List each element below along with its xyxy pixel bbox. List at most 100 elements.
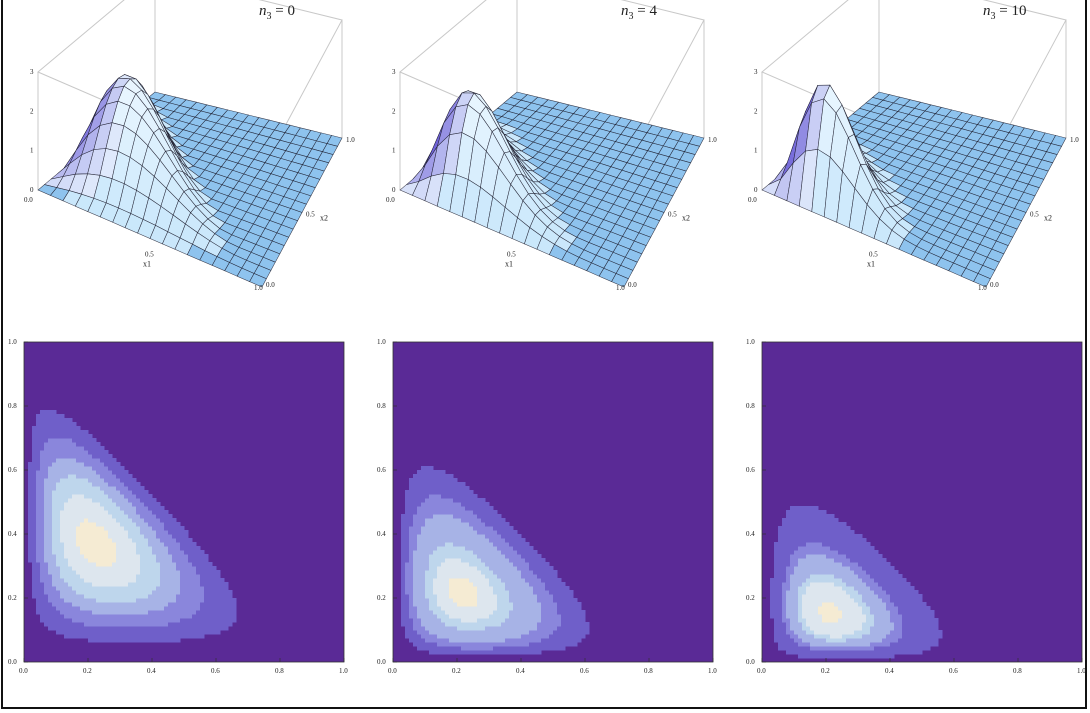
contour-cell <box>545 626 550 631</box>
z-tick-label: 0 <box>754 186 758 194</box>
contour-cell <box>32 494 37 499</box>
contour-cell <box>810 574 815 579</box>
contour-cell <box>92 566 97 571</box>
contour-cell <box>84 634 89 639</box>
contour-cell <box>425 506 430 511</box>
contour-cell <box>52 582 57 587</box>
z-tick-label: 2 <box>754 107 758 115</box>
contour-cell <box>88 562 93 567</box>
contour-cell <box>449 582 454 587</box>
contour-cell <box>469 498 474 503</box>
contour-cell <box>425 470 430 475</box>
contour-cell <box>565 598 570 603</box>
contour-cell <box>529 634 534 639</box>
contour-cell <box>212 578 217 583</box>
contour-cell <box>52 506 57 511</box>
contour-cell <box>136 622 141 627</box>
contour-cell <box>421 614 426 619</box>
contour-cell <box>577 626 582 631</box>
contour-cell <box>168 622 173 627</box>
contour-cell <box>104 474 109 479</box>
contour-cell <box>469 610 474 615</box>
contour-cell <box>501 602 506 607</box>
contour-cell <box>401 514 406 519</box>
contour-cell <box>76 602 81 607</box>
contour-cell <box>814 598 819 603</box>
contour-cell <box>44 538 49 543</box>
contour-cell <box>44 490 49 495</box>
contour-cell <box>433 614 438 619</box>
contour-cell <box>437 578 442 583</box>
contour-cell <box>128 542 133 547</box>
contour-cell <box>140 506 145 511</box>
contour-cell <box>521 542 526 547</box>
contour-cell <box>449 510 454 515</box>
contour-cell <box>128 494 133 499</box>
contour-cell <box>561 642 566 647</box>
contour-cell <box>92 506 97 511</box>
contour-cell <box>433 610 438 615</box>
contour-cell <box>40 494 45 499</box>
contour-cell <box>56 498 61 503</box>
contour-cell <box>798 626 803 631</box>
contour-cell <box>453 522 458 527</box>
contour-cell <box>806 622 811 627</box>
contour-cell <box>501 530 506 535</box>
contour-cell <box>465 534 470 539</box>
contour-cell <box>80 570 85 575</box>
contour-cell <box>88 634 93 639</box>
contour-cell <box>453 574 458 579</box>
contour-cell <box>429 626 434 631</box>
contour-cell <box>425 526 430 531</box>
contour-cell <box>32 490 37 495</box>
contour-cell <box>84 466 89 471</box>
contour-cell <box>144 530 149 535</box>
contour-cell <box>794 646 799 651</box>
contour-cell <box>232 618 237 623</box>
contour-cell <box>417 534 422 539</box>
contour-cell <box>481 562 486 567</box>
contour-cell <box>782 582 787 587</box>
contour-cell <box>537 618 542 623</box>
contour-cell <box>786 646 791 651</box>
contour-cell <box>216 578 221 583</box>
contour-cell <box>461 646 466 651</box>
contour-cell <box>425 638 430 643</box>
contour-cell <box>92 626 97 631</box>
contour-cell <box>40 610 45 615</box>
contour-cell <box>120 578 125 583</box>
contour-cell <box>172 554 177 559</box>
contour-cell <box>437 582 442 587</box>
contour-cell <box>449 642 454 647</box>
contour-cell <box>212 610 217 615</box>
contour-cell <box>92 514 97 519</box>
contour-cell <box>184 570 189 575</box>
contour-cell <box>76 490 81 495</box>
contour-cell <box>80 542 85 547</box>
contour-cell <box>521 546 526 551</box>
contour-cell <box>413 598 418 603</box>
contour-cell <box>216 606 221 611</box>
contour-cell <box>429 530 434 535</box>
contour-cell <box>40 454 45 459</box>
contour-cell <box>116 614 121 619</box>
contour-cell <box>40 414 45 419</box>
contour-cell <box>473 618 478 623</box>
contour-cell <box>72 422 77 427</box>
contour-cell <box>802 546 807 551</box>
contour-cell <box>152 610 157 615</box>
contour-cell <box>786 514 791 519</box>
contour-cell <box>116 558 121 563</box>
contour-cell <box>56 578 61 583</box>
contour-cell <box>48 530 53 535</box>
contour-cell <box>120 526 125 531</box>
contour-cell <box>489 630 494 635</box>
contour-cell <box>533 638 538 643</box>
contour-cell <box>192 542 197 547</box>
contour-cell <box>116 498 121 503</box>
contour-cell <box>453 650 458 655</box>
contour-cell <box>441 530 446 535</box>
contour-cell <box>790 594 795 599</box>
contour-cell <box>445 482 450 487</box>
contour-cell <box>164 586 169 591</box>
